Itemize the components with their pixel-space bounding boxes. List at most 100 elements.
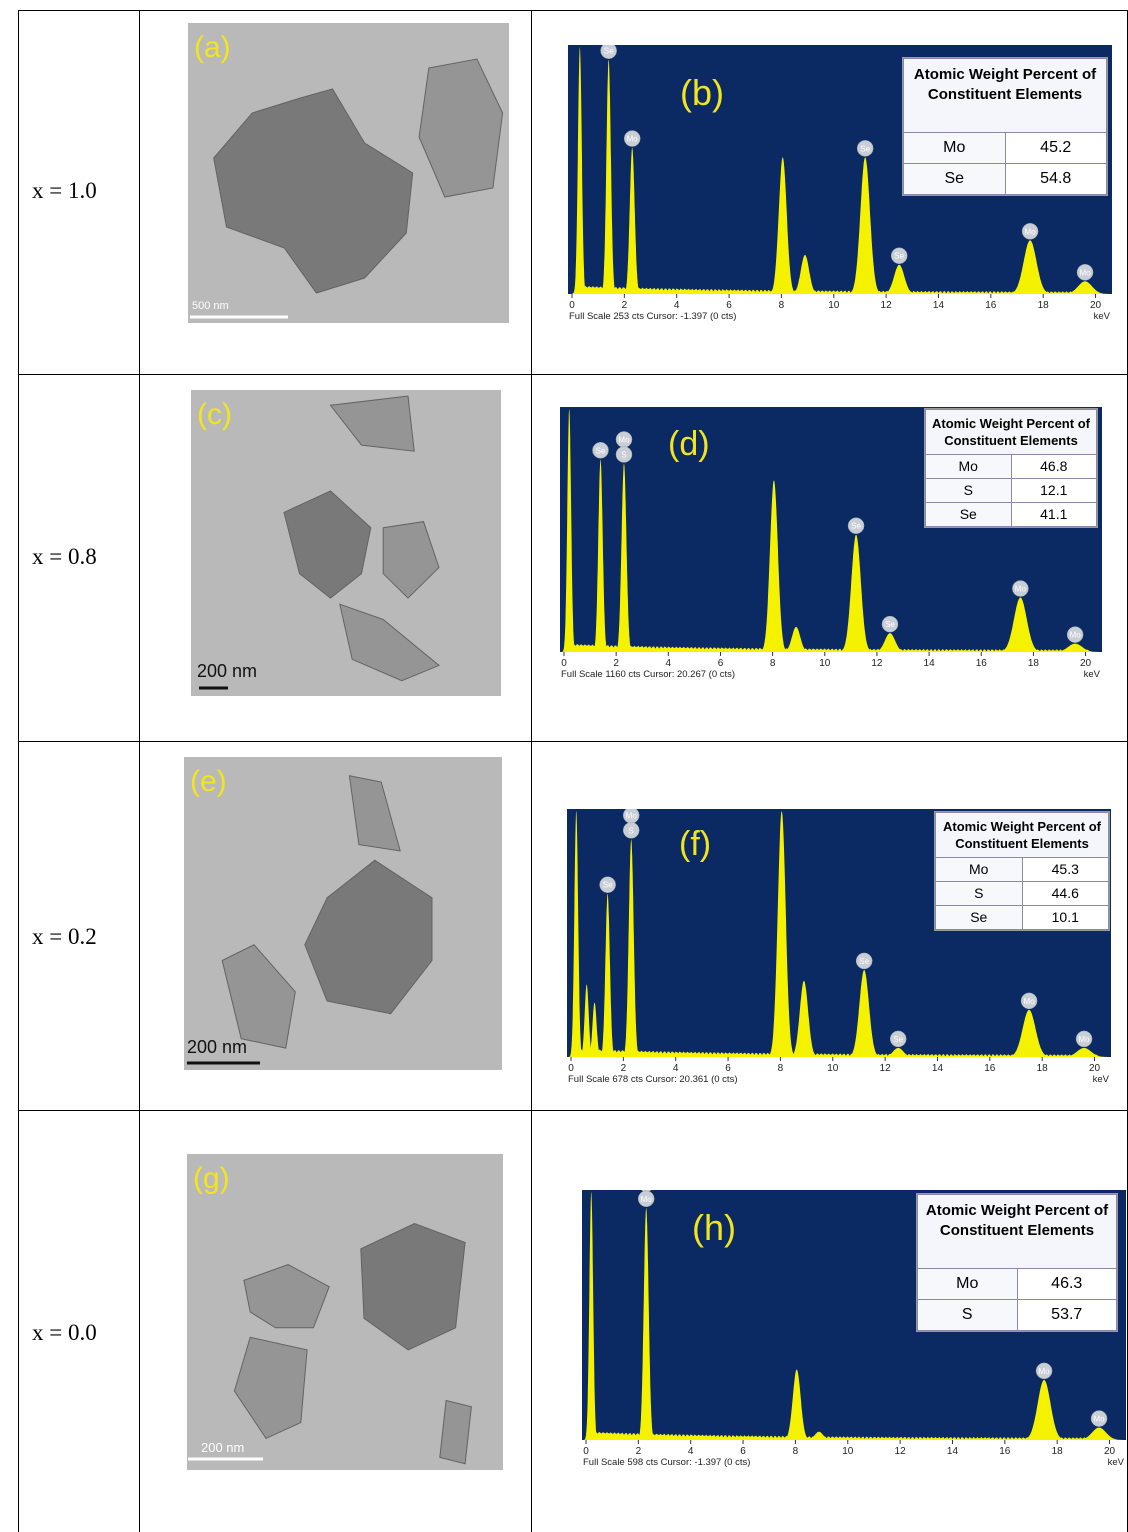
x-tick-label: 18 bbox=[1028, 658, 1040, 669]
peak-label: Se bbox=[596, 446, 606, 455]
peak-label: Se bbox=[860, 144, 870, 153]
peak-label: Mo bbox=[1093, 1415, 1105, 1424]
peak-label: Mo bbox=[1070, 631, 1082, 640]
table-header-row: Atomic Weight Percent of Constituent Ele… bbox=[936, 813, 1109, 858]
peak-label: Mo bbox=[1024, 997, 1036, 1006]
table-value: 54.8 bbox=[1005, 164, 1107, 195]
table-element: Mo bbox=[904, 133, 1006, 164]
peak-label: Mo bbox=[641, 1195, 653, 1204]
scale-bar-label: 200 nm bbox=[187, 1037, 247, 1057]
peak-label: Se bbox=[604, 47, 614, 56]
x-tick-label: 2 bbox=[636, 1446, 642, 1457]
table: Atomic Weight Percent of Constituent Ele… bbox=[935, 812, 1109, 930]
x-tick-label: 14 bbox=[933, 300, 945, 311]
scale-bar-label: 200 nm bbox=[197, 661, 257, 681]
x-tick-label: 6 bbox=[725, 1063, 731, 1074]
tem-image: (a)500 nm bbox=[188, 23, 509, 323]
table-border bbox=[18, 10, 1128, 11]
table-header-row: Atomic Weight Percent of Constituent Ele… bbox=[926, 410, 1097, 455]
peak-label: Mo bbox=[627, 135, 639, 144]
x-tick-label: 6 bbox=[718, 658, 724, 669]
x-tick-label: 10 bbox=[842, 1446, 854, 1457]
peak-label: S bbox=[629, 826, 634, 835]
composition-table: Atomic Weight Percent of Constituent Ele… bbox=[916, 1193, 1118, 1332]
x-tick-label: 4 bbox=[673, 1063, 679, 1074]
row-label: x = 1.0 bbox=[32, 178, 97, 204]
table-border bbox=[18, 10, 19, 1532]
table-element: Mo bbox=[918, 1269, 1018, 1300]
table-row: Se10.1 bbox=[936, 905, 1109, 929]
x-tick-label: 4 bbox=[674, 300, 680, 311]
table-element: Se bbox=[926, 502, 1012, 526]
x-unit: keV bbox=[1108, 1457, 1125, 1468]
spectrum-footer: Full Scale 1160 cts Cursor: 20.267 (0 ct… bbox=[561, 669, 735, 680]
x-tick-label: 12 bbox=[881, 300, 893, 311]
table-value: 10.1 bbox=[1022, 905, 1109, 929]
table-value: 12.1 bbox=[1011, 478, 1097, 502]
table-element: Se bbox=[936, 905, 1023, 929]
x-tick-label: 20 bbox=[1090, 300, 1102, 311]
table-element: Se bbox=[904, 164, 1006, 195]
composition-table: Atomic Weight Percent of Constituent Ele… bbox=[902, 57, 1108, 196]
peak-label: Se bbox=[859, 957, 869, 966]
x-tick-label: 10 bbox=[819, 658, 831, 669]
peak-label: Se bbox=[603, 881, 613, 890]
peak-label: Mo bbox=[1025, 227, 1037, 236]
x-tick-label: 10 bbox=[827, 1063, 839, 1074]
peak-label: Se bbox=[885, 620, 895, 629]
x-tick-label: 20 bbox=[1104, 1446, 1116, 1457]
composition-table: Atomic Weight Percent of Constituent Ele… bbox=[924, 408, 1098, 528]
spectrum-footer: Full Scale 598 cts Cursor: -1.397 (0 cts… bbox=[583, 1457, 750, 1468]
table-value: 45.3 bbox=[1022, 857, 1109, 881]
x-tick-label: 20 bbox=[1080, 658, 1092, 669]
table: Atomic Weight Percent of Constituent Ele… bbox=[917, 1194, 1117, 1331]
x-tick-label: 14 bbox=[924, 658, 936, 669]
table: Atomic Weight Percent of Constituent Ele… bbox=[903, 58, 1107, 195]
tem-image: (c) 200 nm bbox=[191, 390, 501, 696]
table-value: 46.3 bbox=[1017, 1269, 1117, 1300]
panel-label: (h) bbox=[692, 1207, 736, 1248]
x-tick-label: 12 bbox=[895, 1446, 907, 1457]
table-row: Mo46.3 bbox=[918, 1269, 1117, 1300]
x-tick-label: 16 bbox=[985, 300, 997, 311]
table-border bbox=[18, 374, 1128, 375]
peak-label: S bbox=[621, 450, 626, 459]
scale-bar-label: 200 nm bbox=[201, 1440, 244, 1455]
x-tick-label: 0 bbox=[569, 300, 575, 311]
x-tick-label: 2 bbox=[622, 300, 628, 311]
table-element: Mo bbox=[926, 454, 1012, 478]
peak-label: Mo bbox=[1079, 268, 1091, 277]
table-row: Se54.8 bbox=[904, 164, 1107, 195]
x-tick-label: 16 bbox=[984, 1063, 996, 1074]
panel-label: (b) bbox=[680, 72, 724, 113]
page: x = 1.0(a)500 nmSeMoSeSeMoMo024681012141… bbox=[0, 0, 1128, 1532]
peak-label: Se bbox=[894, 252, 904, 261]
x-tick-label: 12 bbox=[880, 1063, 892, 1074]
panel-label: (f) bbox=[679, 825, 711, 863]
table-title: Atomic Weight Percent of Constituent Ele… bbox=[918, 1195, 1117, 1269]
x-tick-label: 8 bbox=[793, 1446, 799, 1457]
x-tick-label: 8 bbox=[779, 300, 785, 311]
row-label: x = 0.2 bbox=[32, 924, 97, 950]
peak-label: Se bbox=[851, 522, 861, 531]
table-value: 46.8 bbox=[1011, 454, 1097, 478]
peak-label: Mo bbox=[618, 435, 630, 444]
row-label: x = 0.0 bbox=[32, 1320, 97, 1346]
x-tick-label: 16 bbox=[976, 658, 988, 669]
x-tick-label: 16 bbox=[999, 1446, 1011, 1457]
table-row: S44.6 bbox=[936, 881, 1109, 905]
x-tick-label: 4 bbox=[688, 1446, 694, 1457]
x-tick-label: 18 bbox=[1037, 1063, 1049, 1074]
table-value: 44.6 bbox=[1022, 881, 1109, 905]
panel-label: (c) bbox=[197, 398, 232, 431]
table-element: S bbox=[918, 1300, 1018, 1331]
tem-image: (g) 200 nm bbox=[187, 1154, 503, 1470]
panel-label: (g) bbox=[193, 1162, 230, 1195]
x-tick-label: 14 bbox=[947, 1446, 959, 1457]
table-element: Mo bbox=[936, 857, 1023, 881]
table-element: S bbox=[926, 478, 1012, 502]
table-element: S bbox=[936, 881, 1023, 905]
